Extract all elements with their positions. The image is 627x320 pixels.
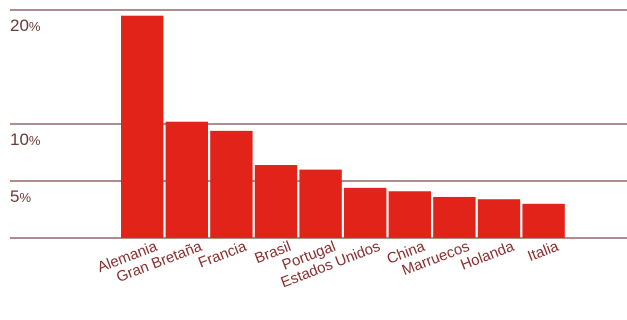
bar [121, 15, 164, 239]
y-tick-label: 5% [10, 187, 31, 206]
y-tick-label: 20% [10, 16, 41, 35]
bar [388, 191, 431, 238]
bars [121, 15, 565, 239]
category-label: Francia [196, 238, 249, 272]
bar [433, 196, 476, 238]
y-tick-value: 20 [10, 16, 29, 35]
y-tick-label: 10% [10, 130, 41, 149]
y-tick-unit: % [29, 19, 41, 34]
bar [522, 203, 565, 238]
y-tick-unit: % [19, 190, 31, 205]
bar [210, 130, 253, 238]
y-tick-unit: % [29, 133, 41, 148]
y-tick-labels: 20%10%5% [10, 16, 41, 206]
category-label: Italia [525, 238, 561, 265]
bar [299, 169, 342, 238]
bar [344, 187, 387, 238]
y-tick-value: 10 [10, 130, 29, 149]
bar [477, 199, 521, 238]
bar [165, 121, 208, 238]
y-tick-value: 5 [10, 187, 19, 206]
bar [254, 165, 298, 238]
